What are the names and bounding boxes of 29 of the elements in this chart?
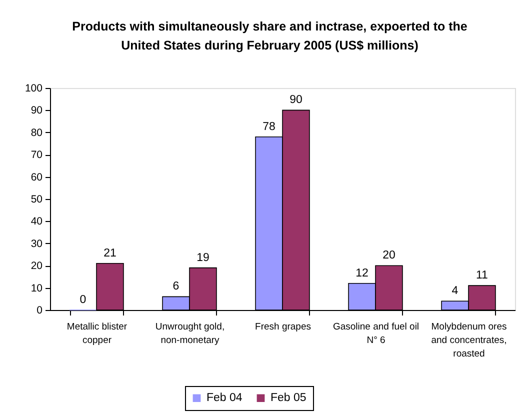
legend-label: Feb 04 [206, 392, 243, 404]
x-tick-label: Unwrought gold, non-monetary [155, 322, 225, 346]
y-tick-label: 60 [30, 171, 43, 184]
legend-label: Feb 05 [270, 392, 306, 404]
data-label: 6 [172, 280, 180, 293]
data-label: 21 [104, 247, 116, 260]
y-tick-label: 20 [30, 260, 43, 272]
data-label: 12 [356, 267, 368, 280]
data-label: 4 [452, 285, 459, 298]
y-tick-label: 100 [24, 82, 43, 94]
data-label: 20 [382, 250, 396, 262]
y-tick-label: 80 [30, 126, 43, 139]
data-label: 78 [262, 120, 276, 133]
chart-title: Products with simultaneously share and inctrase, expoerted to the United States during February 2005 (US$ millions) [72, 20, 468, 52]
y-tick-label: 90 [30, 104, 43, 117]
x-tick-label: Fresh grapes [255, 322, 312, 332]
y-tick-label: 10 [30, 282, 43, 294]
y-tick-label: 30 [30, 238, 43, 250]
data-label: 11 [476, 270, 488, 282]
data-label: 90 [290, 94, 302, 106]
data-label: 0 [80, 294, 86, 306]
x-tick-label: Molybdenum ores and concentrates, roasted [431, 322, 507, 360]
x-tick-label: Gasoline and fuel oil N° 6 [332, 322, 420, 346]
y-tick-label: 40 [30, 216, 43, 228]
y-tick-label: 0 [36, 304, 43, 316]
data-label: 19 [196, 252, 210, 264]
y-tick-label: 50 [30, 194, 43, 206]
x-tick-label: Metallic blister copper [66, 322, 128, 346]
y-tick-label: 70 [30, 149, 43, 162]
